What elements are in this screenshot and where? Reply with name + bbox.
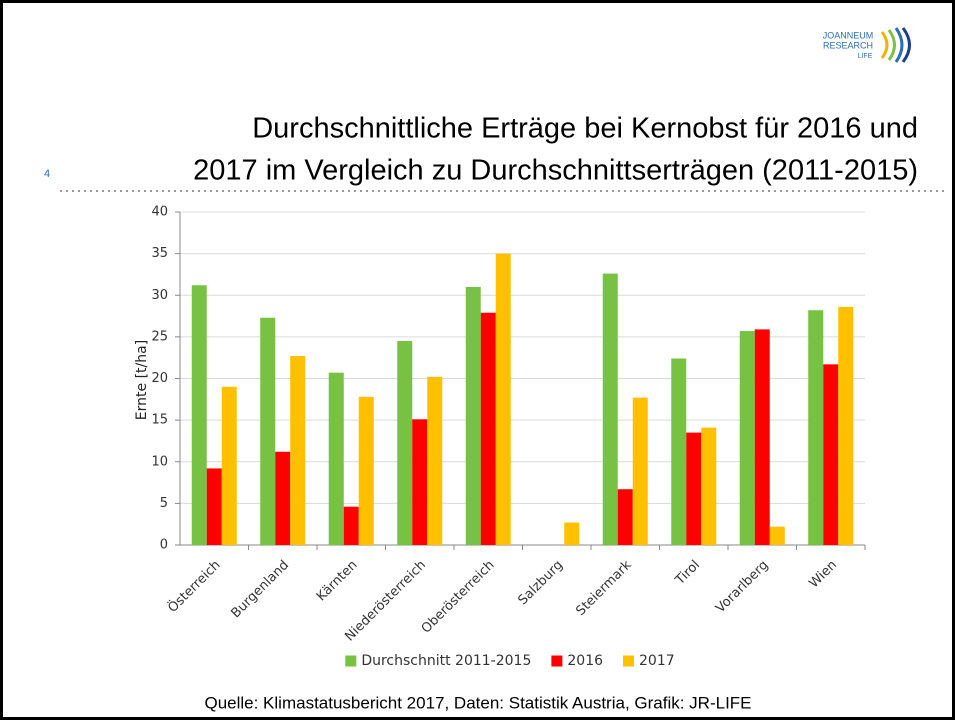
legend-swatch xyxy=(623,655,635,667)
bar xyxy=(290,356,306,545)
logo-text: JOANNEUM xyxy=(823,30,874,40)
logo-arc xyxy=(880,31,889,59)
logo-text: LIFE xyxy=(858,53,873,60)
bar xyxy=(260,317,276,545)
legend-label: Durchschnitt 2011-2015 xyxy=(361,653,531,669)
bar xyxy=(632,397,648,545)
bar xyxy=(275,451,291,545)
y-tick-label: 5 xyxy=(160,496,168,511)
y-tick-label: 40 xyxy=(151,205,168,220)
legend-label: 2017 xyxy=(639,653,675,669)
bar xyxy=(769,526,785,545)
bar xyxy=(206,468,222,545)
y-tick-label: 10 xyxy=(151,454,168,469)
bar xyxy=(328,372,344,545)
title-line: 2017 im Vergleich zu Durchschnittserträg… xyxy=(193,155,918,187)
legend-swatch xyxy=(345,655,357,667)
bar xyxy=(671,358,687,545)
bar xyxy=(427,376,443,545)
bar xyxy=(495,253,511,545)
bar xyxy=(221,386,237,545)
title-line: Durchschnittliche Erträge bei Kernobst f… xyxy=(252,113,918,145)
y-axis-label: Ernte [t/ha] xyxy=(134,340,150,420)
bar xyxy=(412,419,428,545)
y-tick-label: 30 xyxy=(151,288,168,303)
y-tick-label: 25 xyxy=(151,329,168,344)
logo-arc xyxy=(894,27,904,63)
y-tick-label: 0 xyxy=(160,538,168,553)
legend-swatch xyxy=(551,655,563,667)
bar xyxy=(343,506,359,545)
y-tick-label: 20 xyxy=(151,371,168,386)
bar xyxy=(191,285,207,545)
bar xyxy=(823,364,839,545)
bar xyxy=(617,489,633,545)
bar xyxy=(686,432,702,545)
slide-number: 4 xyxy=(44,168,50,180)
legend-label: 2016 xyxy=(567,653,603,669)
logo-text: RESEARCH xyxy=(823,40,873,50)
y-tick-label: 15 xyxy=(151,413,168,428)
bar xyxy=(701,427,717,545)
y-tick-label: 35 xyxy=(151,246,168,261)
bar xyxy=(739,331,755,545)
bar xyxy=(754,329,770,545)
logo-arc xyxy=(887,29,896,61)
bar xyxy=(602,273,618,545)
bar xyxy=(480,312,496,545)
bar xyxy=(838,306,854,545)
logo-arc xyxy=(901,27,911,63)
bar xyxy=(465,286,481,545)
bar xyxy=(808,310,824,545)
bar xyxy=(358,396,374,545)
source: Quelle: Klimastatusbericht 2017, Daten: … xyxy=(204,693,751,712)
bar xyxy=(397,341,413,545)
bar xyxy=(564,522,580,545)
logo: JOANNEUM RESEARCH LIFE xyxy=(823,27,911,63)
